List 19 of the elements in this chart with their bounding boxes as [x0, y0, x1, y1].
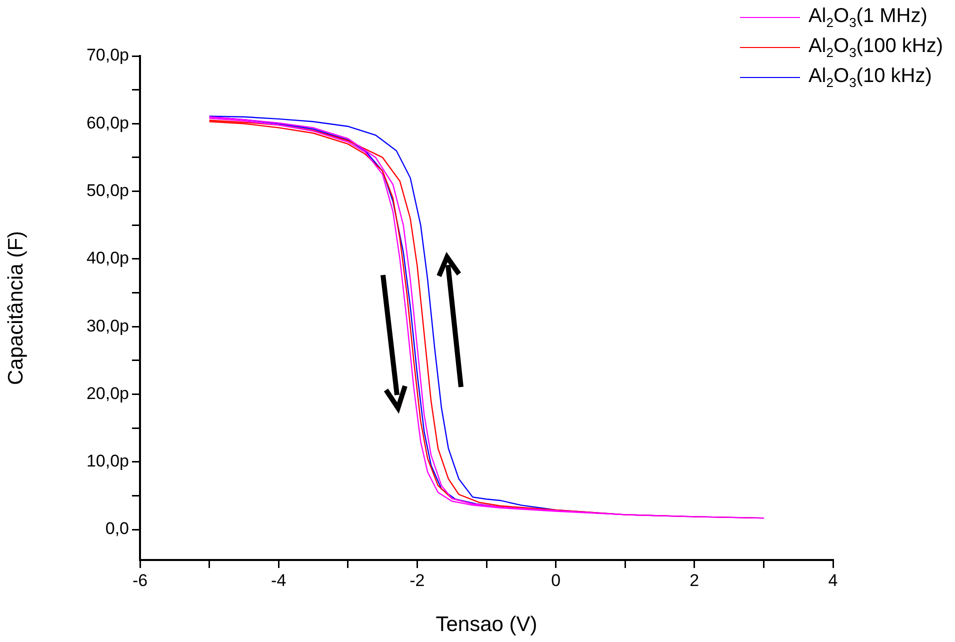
x-tick-label: -6 [132, 570, 148, 590]
x-axis-title: Tensao (V) [436, 613, 538, 636]
y-tick-label: 60,0p [86, 113, 129, 132]
x-tick-label: 0 [551, 570, 561, 590]
legend-label: Al$_{2}$O$_{3}$(100 kHz) [808, 34, 943, 60]
y-tick-label: 30,0p [86, 316, 129, 336]
y-tick-label: 70,0p [86, 46, 129, 65]
x-tick-label: 2 [690, 570, 700, 590]
y-tick-label: 0,0 [105, 519, 129, 538]
y-tick-label: 20,0p [86, 384, 129, 403]
x-tick-label: -4 [271, 570, 286, 590]
x-tick-label: 4 [828, 570, 838, 590]
legend-label: Al$_{2}$O$_{3}$(1 MHz) [808, 4, 928, 30]
y-tick-label: 50,0p [86, 180, 129, 200]
x-tick-label: -2 [410, 570, 425, 590]
y-tick-label: 10,0p [86, 452, 129, 471]
y-tick-label: 40,0p [86, 248, 129, 268]
y-axis-title: Capacitância (F) [4, 230, 28, 386]
legend-label: Al$_{2}$O$_{3}$(10 kHz) [808, 64, 932, 90]
